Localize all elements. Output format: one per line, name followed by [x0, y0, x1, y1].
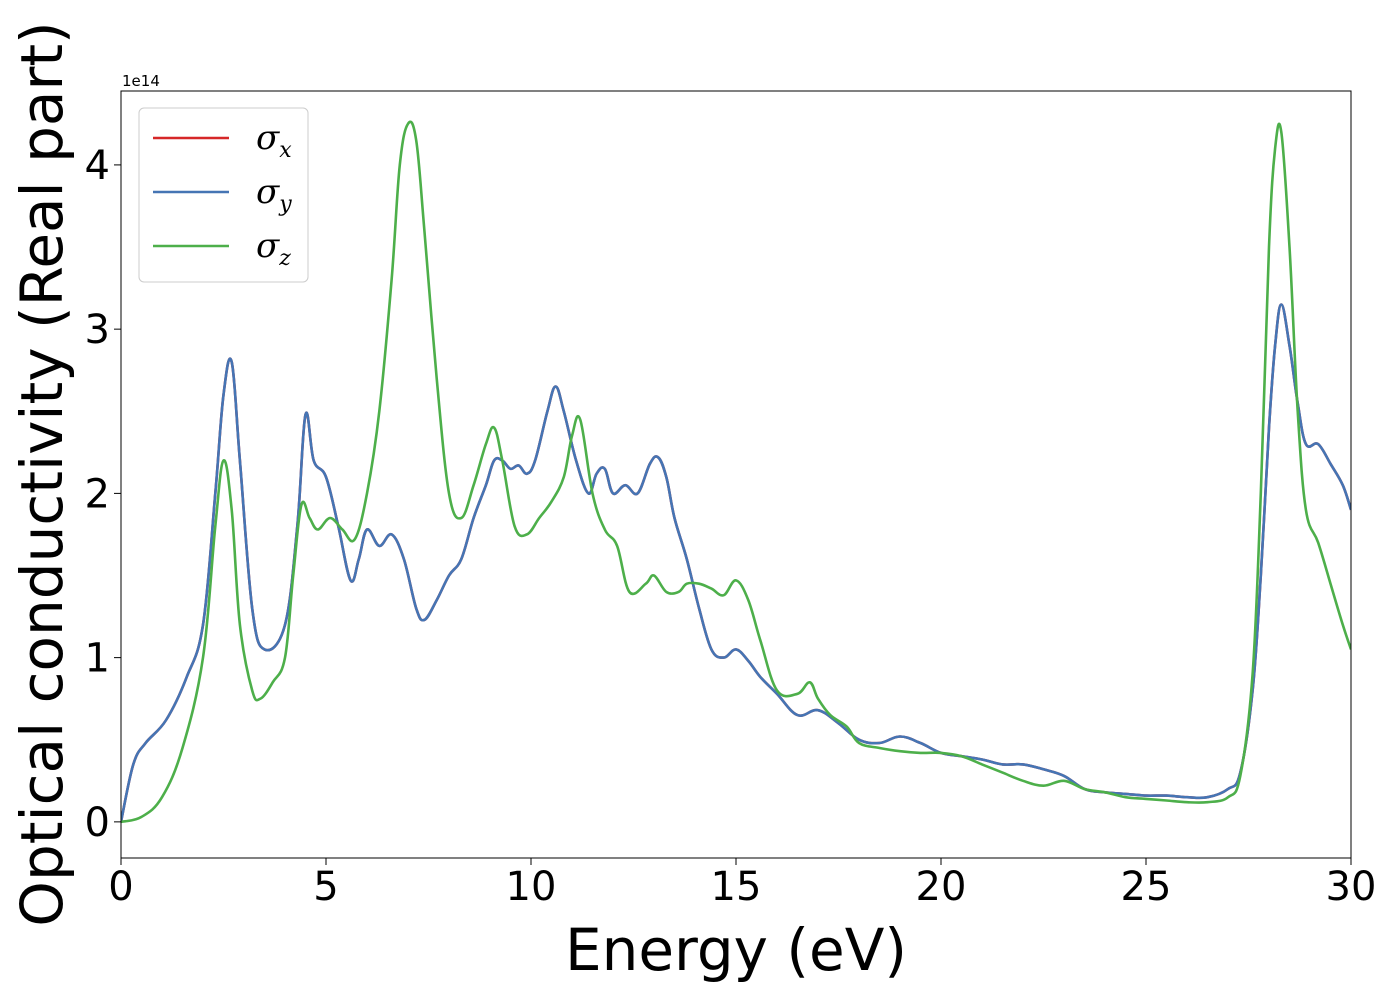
legend-box: [138, 107, 309, 283]
x-tick-label: 30: [1326, 864, 1377, 910]
y-tick-label: 3: [85, 307, 110, 353]
x-tick-label: 10: [506, 864, 557, 910]
legend-label-z: σz: [256, 226, 291, 271]
legend-label-y: σy: [256, 172, 292, 217]
x-axis-ticks: 0 5 10 15 20 25 30: [108, 858, 1376, 910]
legend-label-x: σx: [256, 118, 292, 163]
x-axis-label: Energy (eV): [565, 916, 907, 984]
y-axis-ticks: 0 1 2 3 4: [85, 143, 121, 846]
y-tick-label: 0: [85, 800, 110, 846]
y-tick-label: 4: [85, 143, 110, 189]
series-lines: [121, 120, 1351, 824]
y-tick-label: 2: [85, 471, 110, 517]
y-axis-label: Optical conductivity (Real part): [8, 21, 76, 926]
x-tick-label: 5: [313, 864, 338, 910]
y-tick-label: 1: [85, 636, 110, 682]
x-tick-label: 20: [916, 864, 967, 910]
legend: σx σy σz: [138, 107, 309, 283]
y-axis-multiplier: 1e14: [122, 72, 160, 90]
series-line-y: [121, 303, 1351, 823]
series-line-x: [121, 303, 1351, 823]
series-line-z: [121, 120, 1351, 824]
x-tick-label: 25: [1121, 864, 1172, 910]
x-tick-label: 15: [711, 864, 762, 910]
x-tick-label: 0: [108, 864, 133, 910]
